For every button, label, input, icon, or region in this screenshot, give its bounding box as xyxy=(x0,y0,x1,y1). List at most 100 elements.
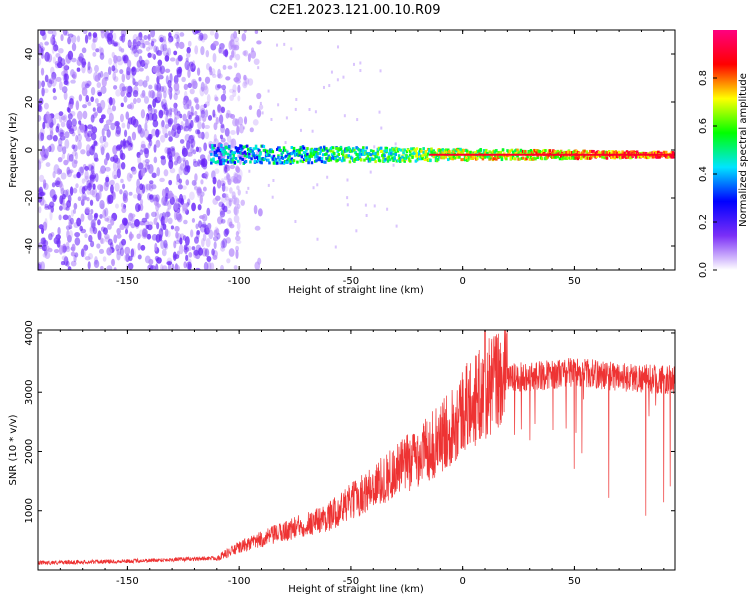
signal-cell xyxy=(406,148,410,152)
signal-cell xyxy=(245,144,249,148)
noise-blob xyxy=(41,80,46,88)
signal-cell xyxy=(651,155,655,159)
noise-blob xyxy=(67,33,74,38)
noise-blob xyxy=(40,261,46,270)
noise-blob xyxy=(113,85,118,90)
signal-cell xyxy=(327,154,330,158)
noise-blob xyxy=(38,187,42,194)
y-tick-label: 4000 xyxy=(24,320,35,345)
noise-blob xyxy=(62,146,67,155)
signal-cell xyxy=(254,146,258,150)
noise-blob xyxy=(194,110,198,116)
noise-blob xyxy=(242,50,247,56)
noise-blob xyxy=(179,32,185,37)
signal-cell xyxy=(291,160,295,164)
noise-blob xyxy=(186,165,191,173)
noise-blob xyxy=(56,123,60,130)
noise-blob xyxy=(224,166,228,173)
noise-blob xyxy=(179,139,185,144)
noise-blob xyxy=(162,38,167,49)
noise-blob xyxy=(44,74,49,83)
noise-blob xyxy=(173,131,180,139)
x-tick-label: 0 xyxy=(459,576,465,587)
noise-speck xyxy=(283,42,286,46)
noise-blob xyxy=(232,84,237,93)
noise-blob xyxy=(83,185,88,191)
noise-blob xyxy=(161,265,168,270)
noise-blob xyxy=(226,209,232,214)
noise-blob xyxy=(148,84,153,90)
noise-blob xyxy=(194,267,201,270)
noise-blob xyxy=(254,225,261,231)
noise-blob xyxy=(60,187,65,196)
noise-blob xyxy=(173,160,178,166)
signal-cell xyxy=(516,148,519,152)
signal-cell xyxy=(377,156,381,160)
noise-blob xyxy=(163,239,168,249)
noise-blob xyxy=(189,88,195,95)
signal-cell xyxy=(444,148,448,152)
noise-blob xyxy=(113,54,118,64)
noise-blob xyxy=(38,97,44,106)
noise-blob xyxy=(107,66,112,76)
noise-blob xyxy=(125,253,130,263)
noise-blob xyxy=(235,230,239,237)
noise-blob xyxy=(217,68,221,79)
noise-blob xyxy=(123,54,129,64)
noise-blob xyxy=(75,100,80,111)
noise-blob xyxy=(225,237,231,244)
noise-blob xyxy=(111,258,116,267)
signal-cell xyxy=(571,156,574,160)
signal-cell xyxy=(524,151,527,155)
noise-blob xyxy=(165,115,169,124)
noise-blob xyxy=(84,34,89,44)
signal-cell xyxy=(254,144,258,148)
colorbar: 0.0 0.2 0.4 0.6 0.8 Normalized spectral ampl… xyxy=(698,30,749,278)
signal-cell xyxy=(493,155,497,159)
noise-blob xyxy=(139,183,144,191)
noise-blob xyxy=(233,178,240,184)
noise-blob xyxy=(140,143,146,149)
noise-blob xyxy=(110,156,115,162)
signal-cell xyxy=(384,157,387,161)
noise-blob xyxy=(109,179,115,186)
signal-cell xyxy=(278,158,281,162)
noise-blob xyxy=(227,217,233,227)
noise-blob xyxy=(209,30,215,36)
noise-blob xyxy=(71,151,77,157)
noise-blob xyxy=(59,195,64,205)
signal-cell xyxy=(318,152,322,156)
signal-cell xyxy=(310,154,314,158)
noise-blob xyxy=(207,115,213,121)
noise-blob xyxy=(82,104,88,109)
noise-blob xyxy=(182,157,186,162)
noise-blob xyxy=(231,191,236,200)
noise-blob xyxy=(221,182,226,192)
noise-blob xyxy=(42,221,48,231)
noise-blob xyxy=(163,107,169,116)
noise-blob xyxy=(97,219,101,226)
signal-cell xyxy=(336,154,339,158)
noise-blob xyxy=(91,126,98,134)
signal-cell xyxy=(383,154,386,158)
noise-blob xyxy=(176,35,180,44)
noise-blob xyxy=(38,114,42,122)
noise-blob xyxy=(167,47,172,56)
noise-blob xyxy=(120,202,125,208)
noise-blob xyxy=(53,248,60,254)
signal-cell xyxy=(258,154,261,158)
signal-cell xyxy=(258,157,261,161)
noise-blob xyxy=(94,256,98,265)
signal-cell xyxy=(215,154,219,158)
signal-cell xyxy=(471,156,475,160)
noise-blob xyxy=(156,167,161,177)
noise-blob xyxy=(71,144,76,150)
noise-blob xyxy=(90,165,95,174)
noise-blob xyxy=(113,174,118,180)
signal-cell xyxy=(587,152,591,156)
noise-blob xyxy=(191,246,196,251)
signal-cell xyxy=(235,147,239,151)
noise-blob xyxy=(205,63,211,71)
signal-cell xyxy=(366,154,370,158)
noise-blob xyxy=(132,89,139,98)
